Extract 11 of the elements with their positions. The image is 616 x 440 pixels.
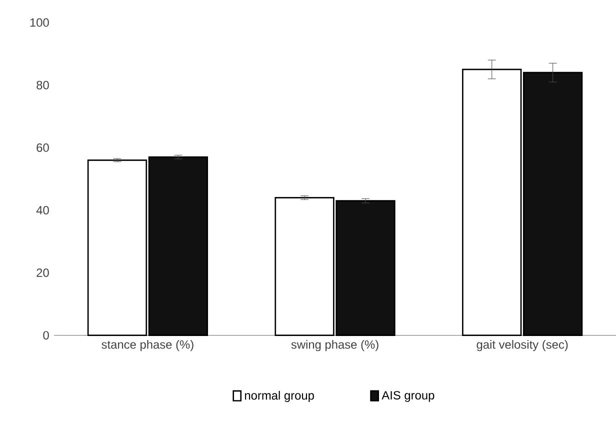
legend-label: normal group bbox=[244, 390, 314, 402]
y-tick-label: 80 bbox=[36, 80, 49, 90]
x-tick-label: stance phase (%) bbox=[102, 340, 194, 352]
legend-label: AIS group bbox=[382, 391, 434, 402]
y-tick-label: 20 bbox=[36, 268, 49, 277]
y-tick-label: 40 bbox=[36, 206, 49, 214]
y-tick-label: 60 bbox=[36, 143, 49, 152]
y-tick-label: 0 bbox=[43, 331, 49, 340]
x-tick-label: swing phase (%) bbox=[291, 340, 378, 352]
y-tick-label: 100 bbox=[30, 18, 49, 27]
x-tick-label: gait velosity (sec) bbox=[476, 340, 568, 352]
